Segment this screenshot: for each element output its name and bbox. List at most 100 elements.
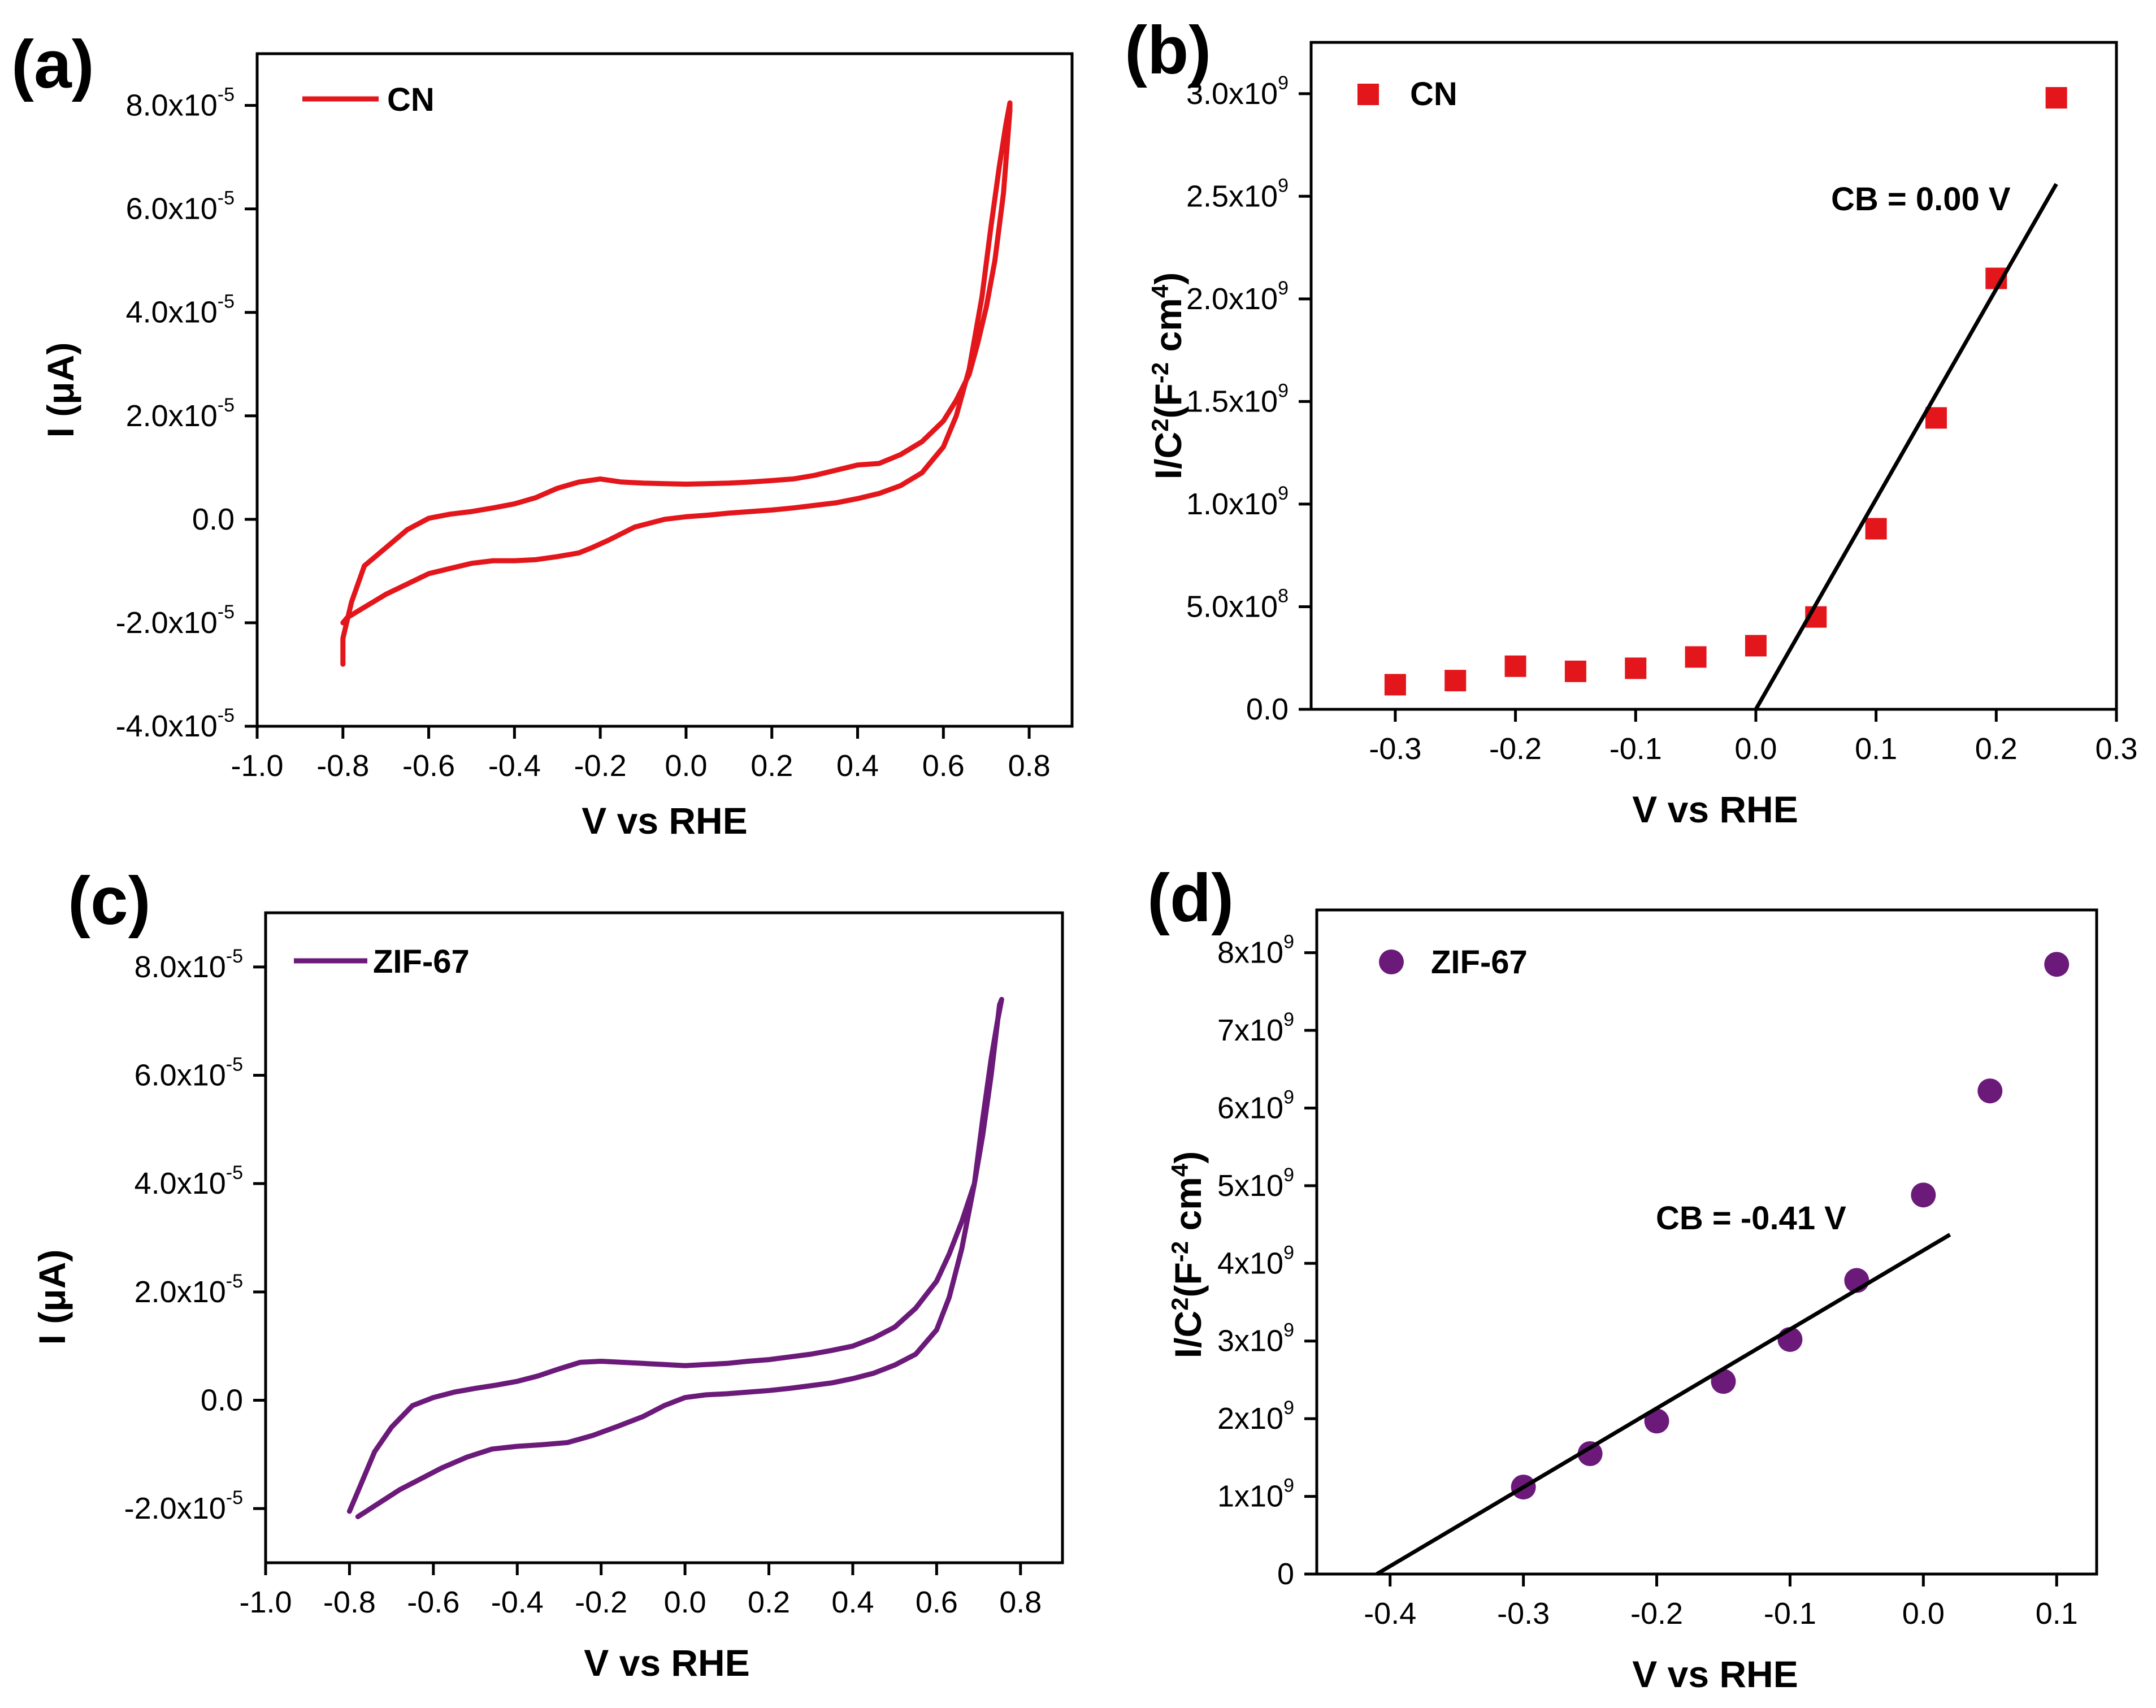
y-tick-label-b: 0.0	[1246, 692, 1289, 726]
panel-d: (d) ZIF-67 CB = -0.41 V I/C2(F-2 cm4) V …	[1147, 860, 2098, 1695]
x-tick-label-c: -0.6	[407, 1585, 459, 1619]
y-tick-label-d: 7x109	[1217, 1009, 1294, 1047]
y-axis-title-d: I/C2(F-2 cm4)	[1166, 1151, 1209, 1358]
x-tick-label-c: 0.4	[831, 1585, 874, 1619]
y-tick-label-c: -2.0x10-5	[124, 1487, 243, 1525]
y-tick-label-d: 1x109	[1217, 1475, 1294, 1514]
x-axis-title-d: V vs RHE	[1632, 1653, 1798, 1695]
data-point	[1444, 670, 1467, 692]
axes-frame-d	[1315, 908, 2098, 1576]
legend-d: ZIF-67	[1379, 944, 1528, 981]
legend-marker-zif	[1379, 950, 1404, 974]
series-line-cn	[340, 100, 1013, 667]
x-tick-label-a: -0.4	[488, 749, 541, 783]
data-point	[1625, 657, 1647, 679]
panel-d-marks: -0.4 -0.3 -0.2 -0.1 0.0 0.1 0 1x109 2x109 3x109 4x…	[1217, 931, 2078, 1631]
y-tick-label-a: 4.0x10-5	[126, 291, 235, 330]
x-tick-label-a: 0.6	[922, 749, 965, 783]
panel-b-marks: -0.3 -0.2 -0.1 0.0 0.1 0.2 0.3 0.0 5.0x108 1.0x10…	[1186, 72, 2138, 766]
x-tick-label-a: 0.2	[751, 749, 793, 783]
x-tick-label-a: 0.8	[1008, 749, 1051, 783]
panel-label-b: (b)	[1125, 12, 1211, 88]
x-tick-label-d: -0.4	[1364, 1597, 1416, 1631]
data-point	[1865, 518, 1887, 540]
x-tick-label-a: -0.2	[574, 749, 627, 783]
y-tick-label-d: 5x109	[1217, 1164, 1294, 1203]
y-axis-title-c: I (μA)	[31, 1250, 73, 1345]
y-tick-label-a: 6.0x10-5	[126, 188, 235, 226]
data-point	[2045, 87, 2067, 109]
legend-label-cn: CN	[387, 81, 435, 118]
x-tick-label-b: -0.3	[1369, 732, 1421, 766]
x-tick-label-b: 0.0	[1734, 732, 1777, 766]
y-tick-label-a: 2.0x10-5	[126, 395, 235, 433]
data-point	[1564, 660, 1586, 682]
data-point	[1911, 1182, 1936, 1208]
linear-fit-line	[1754, 183, 2058, 710]
x-tick-label-a: 0.4	[836, 749, 879, 783]
y-tick-label-d: 8x109	[1217, 931, 1294, 970]
x-tick-label-d: -0.2	[1630, 1597, 1683, 1631]
panel-c: (c) ZIF-67 I (μA) V vs RHE	[31, 863, 1064, 1684]
panel-label-c: (c)	[68, 863, 151, 939]
x-tick-label-c: 0.8	[999, 1585, 1042, 1619]
x-tick-label-c: -0.2	[575, 1585, 627, 1619]
panel-a-marks: -1.0 -0.8 -0.6 -0.4 -0.2 0.0 0.2 0.4 0.6 0.8 -4.0x…	[116, 84, 1051, 783]
y-tick-label-b: 3.0x109	[1186, 72, 1289, 111]
x-tick-label-b: 0.2	[1975, 732, 2018, 766]
y-tick-label-d: 3x109	[1217, 1320, 1294, 1358]
legend-label-zif-d: ZIF-67	[1431, 944, 1528, 981]
x-axis-title-b: V vs RHE	[1632, 788, 1798, 830]
panel-label-d: (d)	[1147, 860, 1234, 936]
panel-label-a: (a)	[11, 27, 94, 102]
data-point	[1925, 407, 1947, 429]
legend-c: ZIF-67	[294, 943, 470, 980]
data-point	[1577, 1441, 1603, 1466]
linear-fit-line	[1376, 1233, 1951, 1576]
x-tick-label-b: 0.1	[1855, 732, 1897, 766]
x-tick-label-d: 0.0	[1902, 1597, 1945, 1631]
x-tick-label-c: -0.8	[323, 1585, 376, 1619]
y-tick-label-b: 1.0x109	[1186, 483, 1289, 521]
cb-annotation-b: CB = 0.00 V	[1831, 181, 2011, 218]
x-tick-label-a: -0.8	[316, 749, 369, 783]
y-axis-title-a: I (μA)	[40, 343, 81, 438]
x-tick-label-c: 0.6	[916, 1585, 958, 1619]
y-tick-label-a: -4.0x10-5	[116, 705, 235, 743]
y-tick-label-b: 5.0x108	[1186, 585, 1289, 623]
x-tick-label-c: -1.0	[239, 1585, 292, 1619]
cb-annotation-d: CB = -0.41 V	[1656, 1200, 1846, 1237]
y-tick-label-d: 0	[1277, 1557, 1294, 1591]
x-axis-title-c: V vs RHE	[584, 1642, 749, 1684]
y-tick-label-d: 4x109	[1217, 1242, 1294, 1280]
legend-b: CN	[1357, 76, 1457, 112]
x-tick-label-d: 0.1	[2036, 1597, 2078, 1631]
data-point	[2044, 952, 2070, 977]
axes-frame-b	[1309, 41, 2118, 711]
x-tick-label-d: -0.3	[1497, 1597, 1550, 1631]
x-tick-label-c: 0.2	[748, 1585, 790, 1619]
x-tick-label-c: 0.0	[664, 1585, 706, 1619]
legend-label-cn-b: CN	[1410, 76, 1457, 112]
x-tick-label-b: -0.1	[1610, 732, 1662, 766]
data-point	[1711, 1369, 1736, 1394]
y-tick-label-b: 2.0x109	[1186, 278, 1289, 316]
x-tick-label-a: -0.6	[402, 749, 455, 783]
data-point	[1745, 635, 1767, 657]
y-tick-label-c: 8.0x10-5	[135, 946, 243, 984]
y-tick-label-d: 6x109	[1217, 1086, 1294, 1125]
x-tick-label-d: -0.1	[1764, 1597, 1816, 1631]
axes-frame-c	[264, 911, 1064, 1564]
data-point	[1644, 1408, 1669, 1434]
data-point	[1504, 655, 1526, 677]
data-point	[1685, 646, 1707, 668]
x-tick-label-a: 0.0	[665, 749, 707, 783]
x-tick-label-a: -1.0	[231, 749, 283, 783]
panel-a: (a) CN I (μA) V vs RHE	[11, 27, 1074, 842]
y-tick-label-c: 4.0x10-5	[135, 1162, 243, 1200]
data-point	[1977, 1078, 2003, 1104]
y-tick-label-b: 2.5x109	[1186, 175, 1289, 213]
y-tick-label-b: 1.5x109	[1186, 380, 1289, 418]
data-point	[1384, 674, 1406, 696]
